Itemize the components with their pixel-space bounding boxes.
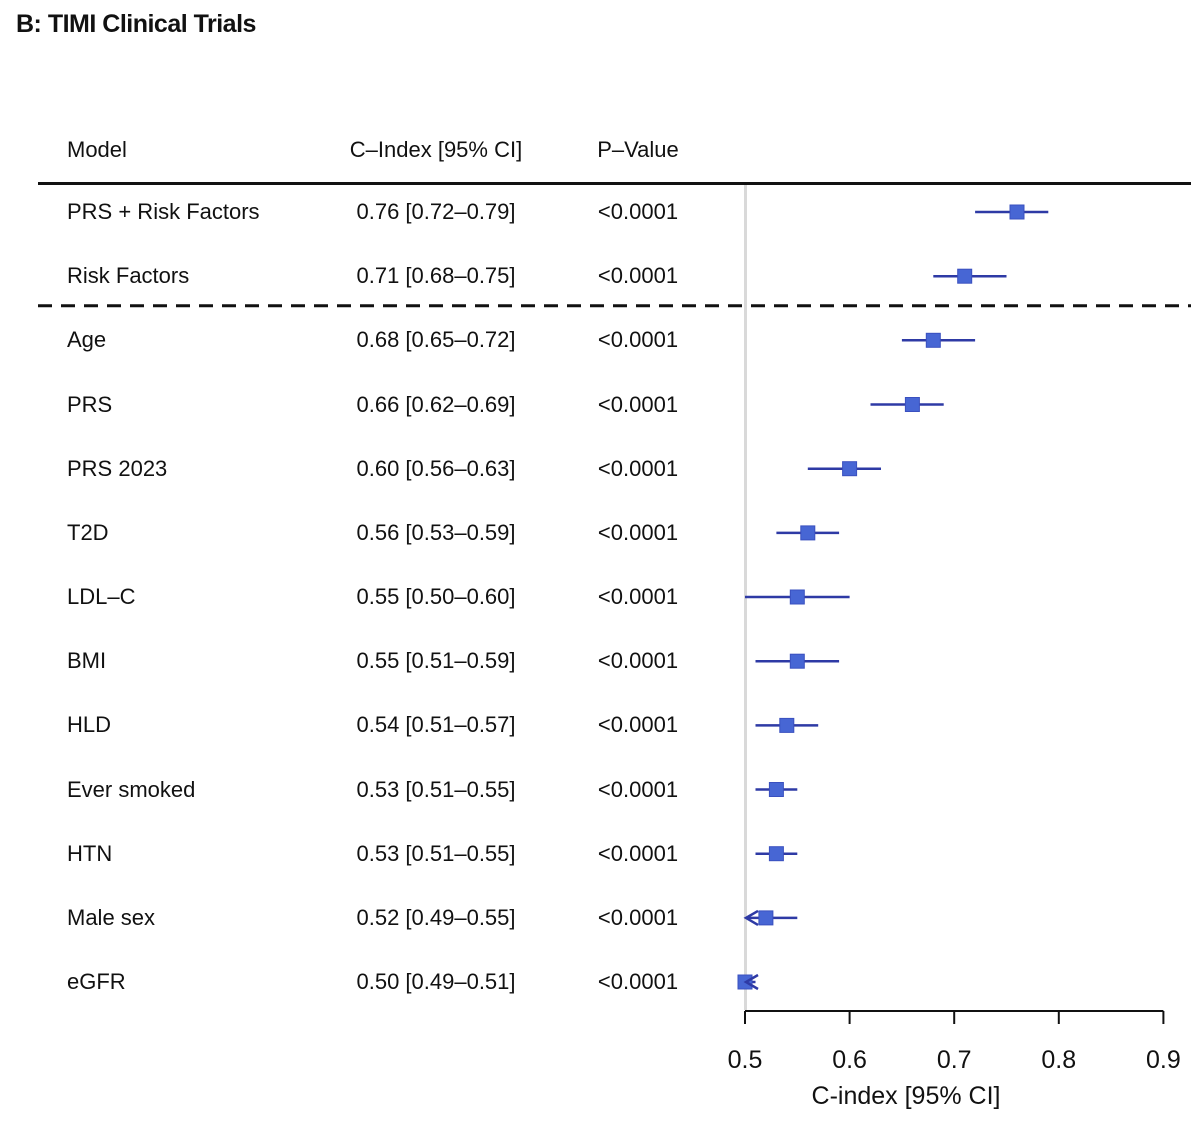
row-cindex-value: 0.54 [0.51–0.57] <box>356 712 516 738</box>
estimate-marker <box>957 268 973 284</box>
row-model-label: PRS <box>67 391 113 417</box>
estimate-marker <box>789 653 805 669</box>
x-axis-tick-label: 0.9 <box>1146 1046 1181 1074</box>
clip-arrow-left <box>743 909 759 926</box>
row-pvalue-value: <0.0001 <box>597 455 679 481</box>
estimate-marker <box>1009 204 1025 220</box>
row-model-label: LDL–C <box>67 584 136 609</box>
row-pvalue-value: <0.0001 <box>597 969 679 994</box>
x-axis-tick-label: 0.8 <box>1041 1046 1076 1074</box>
row-model-label: Male sex <box>67 904 156 930</box>
row-pvalue-value: <0.0001 <box>597 776 679 802</box>
row-cindex-value: 0.71 [0.68–0.75] <box>356 263 516 289</box>
row-cindex-value: 0.68 [0.65–0.72] <box>356 327 516 353</box>
x-axis-tick-label: 0.7 <box>937 1046 972 1074</box>
row-pvalue-value: <0.0001 <box>597 840 679 866</box>
row-cindex-value: 0.55 [0.50–0.60] <box>356 584 516 609</box>
row-model-label: Age <box>67 327 107 353</box>
column-header-pvalue: P–Value <box>597 137 679 162</box>
row-pvalue-value: <0.0001 <box>597 648 679 674</box>
row-cindex-value: 0.50 [0.49–0.51] <box>356 969 516 994</box>
row-model-label: HTN <box>67 840 113 866</box>
x-axis-tick-label: 0.6 <box>832 1046 867 1074</box>
column-header-model: Model <box>67 137 127 162</box>
row-pvalue-value: <0.0001 <box>597 199 679 224</box>
row-model-label: eGFR <box>67 969 126 994</box>
row-cindex-value: 0.66 [0.62–0.69] <box>356 391 516 417</box>
column-header-cindex: C–Index [95% CI] <box>349 137 523 162</box>
row-cindex-value: 0.60 [0.56–0.63] <box>356 455 516 481</box>
estimate-marker <box>789 589 805 605</box>
clip-arrow-left <box>743 973 759 991</box>
panel-title: B: TIMI Clinical Trials <box>16 10 256 38</box>
x-axis-tick-label: 0.5 <box>728 1046 763 1074</box>
estimate-marker <box>779 717 795 733</box>
estimate-marker <box>800 525 816 541</box>
row-model-label: Ever smoked <box>67 776 196 802</box>
row-pvalue-value: <0.0001 <box>597 519 679 545</box>
row-model-label: HLD <box>67 712 112 738</box>
row-pvalue-value: <0.0001 <box>597 263 679 289</box>
row-pvalue-value: <0.0001 <box>597 391 679 417</box>
estimate-marker <box>904 397 920 412</box>
row-model-label: T2D <box>67 519 109 545</box>
row-cindex-value: 0.76 [0.72–0.79] <box>356 199 516 224</box>
row-pvalue-value: <0.0001 <box>597 712 679 738</box>
row-model-label: PRS + Risk Factors <box>67 199 260 224</box>
estimate-marker <box>842 461 858 477</box>
row-cindex-value: 0.55 [0.51–0.59] <box>356 648 516 674</box>
estimate-marker <box>768 846 784 862</box>
row-model-label: Risk Factors <box>67 263 190 289</box>
estimate-marker <box>925 332 941 348</box>
row-cindex-value: 0.56 [0.53–0.59] <box>356 519 516 545</box>
row-cindex-value: 0.52 [0.49–0.55] <box>356 904 516 930</box>
estimate-marker <box>758 910 774 926</box>
row-cindex-value: 0.53 [0.51–0.55] <box>356 840 516 866</box>
row-pvalue-value: <0.0001 <box>597 584 679 609</box>
row-model-label: BMI <box>67 648 107 674</box>
x-axis-title: C-index [95% CI] <box>812 1082 1001 1110</box>
row-model-label: PRS 2023 <box>67 455 168 481</box>
row-cindex-value: 0.53 [0.51–0.55] <box>356 776 516 802</box>
row-pvalue-value: <0.0001 <box>597 904 679 930</box>
row-pvalue-value: <0.0001 <box>597 327 679 353</box>
estimate-marker <box>768 782 784 797</box>
